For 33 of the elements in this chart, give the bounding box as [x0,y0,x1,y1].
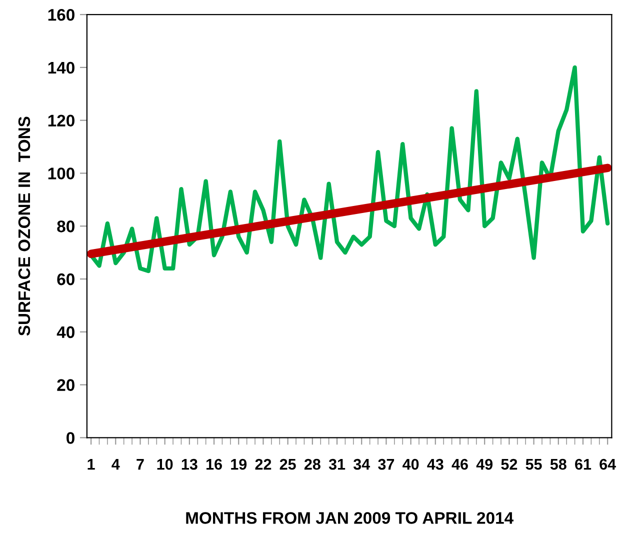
x-tick-label: 19 [231,458,247,470]
x-tick-label: 37 [378,458,394,470]
x-axis-title: MONTHS FROM JAN 2009 TO APRIL 2014 [186,512,514,524]
y-tick-label: 160 [48,8,74,21]
x-tick-label: 4 [112,459,120,470]
x-tick-label: 46 [452,458,468,470]
x-tick-label: 7 [136,459,144,470]
y-tick-label: 0 [66,432,74,444]
x-tick-label: 28 [304,458,320,470]
y-tick-label: 120 [48,114,74,127]
x-tick-label: 22 [255,458,272,470]
x-tick-label: 1 [88,459,95,470]
x-tick-label: 31 [328,458,346,470]
x-tick-label: 34 [353,458,370,470]
x-tick-label: 64 [600,458,616,470]
x-tick-label: 10 [157,458,173,470]
y-tick-label: 100 [48,168,74,180]
x-tick-label: 55 [526,459,542,470]
x-tick-label: 40 [402,458,419,470]
y-tick-label: 80 [57,220,74,232]
x-tick-label: 61 [575,458,592,470]
x-tick-label: 16 [206,458,222,470]
x-tick-label: 52 [501,458,518,470]
x-tick-label: 58 [550,458,566,470]
x-tick-label: 49 [476,458,493,470]
x-tick-label: 13 [182,458,198,470]
x-tick-label: 43 [427,458,444,470]
y-tick-label: 60 [57,273,74,286]
y-tick-label: 140 [48,62,74,74]
y-tick-label: 40 [56,326,74,338]
y-tick-label: 20 [57,379,74,391]
x-tick-label: 25 [280,458,296,470]
y-axis-title: SURFACE OZONE IN TONS [18,116,30,336]
